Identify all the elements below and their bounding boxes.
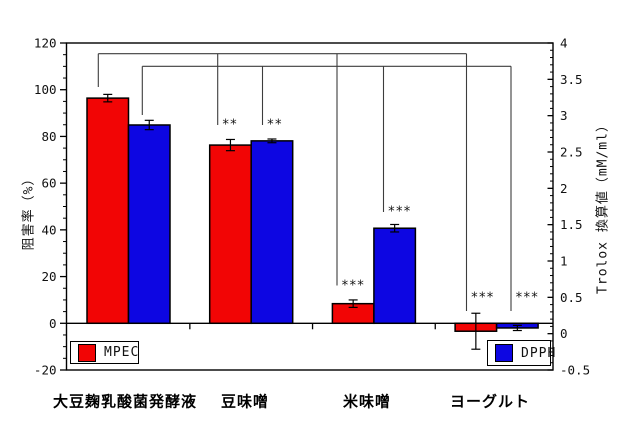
bar-dpph-1	[250, 140, 294, 325]
right-axis-tick-label: 4	[560, 36, 568, 51]
left-axis-tick-label: 40	[41, 222, 56, 237]
left-axis-tick-label: 0	[49, 316, 57, 331]
significance-stars: ***	[388, 205, 411, 220]
right-axis-tick-label: -0.5	[560, 363, 590, 378]
left-axis-tick-label: 100	[34, 82, 57, 97]
right-axis-tick-label: 3	[560, 108, 568, 123]
legend-mpec-label: MPEC	[104, 345, 140, 360]
significance-stars: ***	[471, 291, 494, 306]
significance-stars: ***	[515, 291, 538, 306]
left-axis-tick-label: 20	[41, 269, 56, 284]
dpph-color-swatch	[495, 344, 513, 362]
category-label-yogurt: ヨーグルト	[449, 392, 531, 411]
right-axis-title: Trolox 換算値（mM/ml）	[595, 118, 611, 294]
right-axis-tick-label: 0.5	[560, 290, 583, 305]
left-axis-tick-label: 120	[34, 36, 57, 51]
right-axis-tick-label: 1.5	[560, 217, 583, 232]
right-axis-tick-label: 2.5	[560, 145, 583, 160]
right-axis-tick-label: 2	[560, 181, 568, 196]
right-axis-tick-label: 0	[560, 326, 568, 341]
significance-stars: ***	[341, 279, 364, 294]
legend-mpec: MPEC	[70, 341, 139, 364]
significance-stars: **	[222, 118, 238, 133]
bar-mpec-0	[86, 97, 130, 325]
category-label-mame-miso: 豆味噌	[220, 392, 270, 411]
right-axis-tick-label: 3.5	[560, 72, 583, 87]
significance-stars: **	[267, 118, 283, 133]
left-axis-tick-label: 60	[41, 176, 56, 191]
legend-dpph-label: DPPH	[521, 345, 557, 361]
left-axis-tick-label: -20	[34, 363, 57, 378]
legend-dpph: DPPH	[487, 340, 555, 366]
category-label-kome-miso: 米味噌	[342, 392, 392, 411]
bar-dpph-0	[127, 124, 171, 325]
mpec-color-swatch	[78, 343, 96, 362]
left-axis-title: 阻害率（%）	[21, 171, 37, 251]
category-label-daizu-kouji: 大豆麹乳酸菌発酵液	[52, 392, 198, 411]
right-axis-tick-label: 1	[560, 254, 568, 269]
bar-dpph-2	[373, 227, 417, 325]
left-axis-tick-label: 80	[41, 129, 56, 144]
bar-mpec-1	[208, 144, 252, 325]
